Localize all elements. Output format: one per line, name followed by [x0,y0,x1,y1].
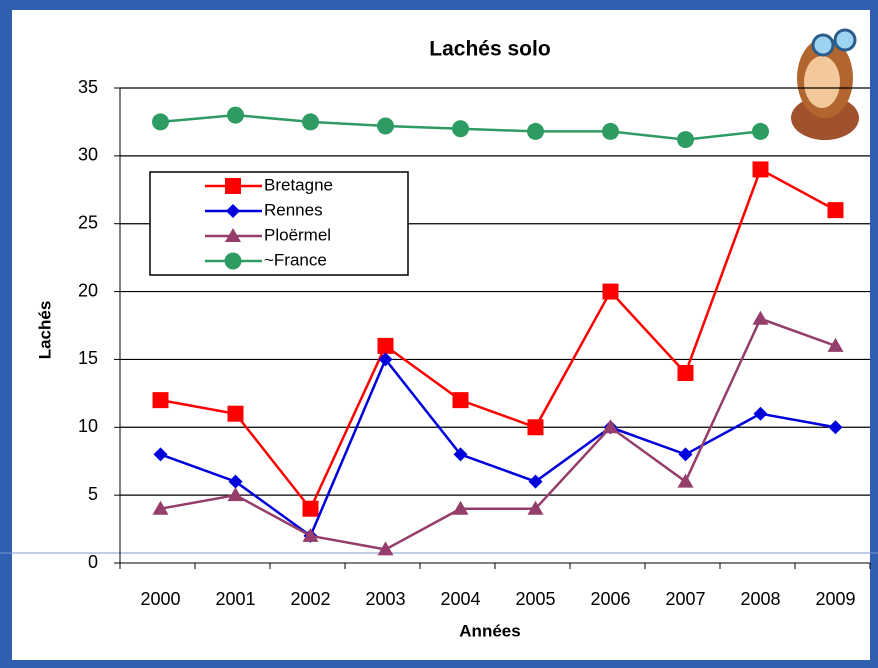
legend-marker [225,178,241,194]
y-tick-label: 30 [78,145,98,165]
data-point [753,161,769,177]
x-tick-label: 2009 [815,589,855,609]
x-tick-label: 2000 [140,589,180,609]
x-tick-label: 2004 [440,589,480,609]
data-point [527,123,544,140]
data-point [528,419,544,435]
y-tick-label: 5 [88,484,98,504]
data-point [453,392,469,408]
data-point [303,501,319,517]
y-axis-label: Lachés [35,301,54,360]
data-point [678,365,694,381]
data-point [228,406,244,422]
x-tick-label: 2003 [365,589,405,609]
x-tick-label: 2006 [590,589,630,609]
data-point [227,107,244,124]
data-point [152,113,169,130]
data-point [752,123,769,140]
data-point [378,338,394,354]
x-tick-label: 2008 [740,589,780,609]
y-tick-label: 15 [78,348,98,368]
data-point [302,113,319,130]
legend-marker [225,253,242,270]
legend-label: Rennes [264,200,323,219]
y-tick-label: 25 [78,212,98,232]
data-point [603,284,619,300]
legend-label: Ploërmel [264,225,331,244]
legend-label: Bretagne [264,175,333,194]
y-tick-label: 35 [78,77,98,97]
chart: Lachés solo Années Lachés 0 5 10 15 20 25 30 35… [0,0,878,668]
y-tick-label: 0 [88,552,98,572]
legend-label: ~France [264,250,327,269]
data-point [377,118,394,135]
data-point [452,120,469,137]
x-tick-label: 2002 [290,589,330,609]
legend: Bretagne Rennes Ploërmel ~France [150,172,408,275]
data-point [677,131,694,148]
chart-title: Lachés solo [429,38,550,61]
y-tick-label: 10 [78,416,98,436]
data-point [153,392,169,408]
data-point [602,123,619,140]
data-point [828,202,844,218]
y-tick-label: 20 [78,280,98,300]
x-tick-label: 2007 [665,589,705,609]
x-tick-label: 2005 [515,589,555,609]
x-axis-label: Années [459,621,520,640]
x-tick-label: 2001 [215,589,255,609]
